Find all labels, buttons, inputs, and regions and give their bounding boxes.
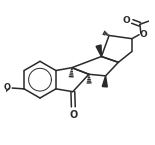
Text: O: O [140,30,148,39]
Polygon shape [96,45,101,57]
Text: O: O [123,16,131,25]
Polygon shape [102,76,107,87]
Text: O: O [69,110,78,120]
Text: O: O [4,83,11,92]
